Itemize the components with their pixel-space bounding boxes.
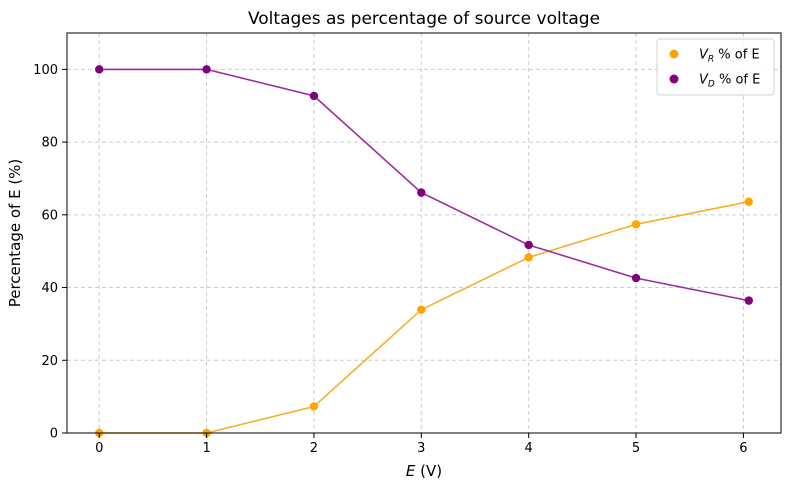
x-tick-label: 0	[95, 441, 103, 456]
x-tick-label: 3	[417, 441, 425, 456]
y-tick-label: 40	[41, 281, 58, 296]
x-tick-label: 4	[525, 441, 533, 456]
legend-marker	[669, 74, 679, 84]
series-D	[95, 65, 753, 305]
legend: VR % of EVD % of E	[656, 38, 775, 96]
legend-symbol: V	[699, 73, 709, 88]
data-point	[744, 296, 753, 305]
data-point	[417, 188, 426, 197]
data-point	[524, 240, 533, 250]
y-tick-label: 0	[50, 427, 58, 442]
x-axis-label-symbol: E	[406, 462, 416, 480]
legend-box	[656, 38, 775, 96]
x-tick-label: 6	[739, 441, 747, 456]
y-tick-label: 20	[41, 354, 58, 369]
data-point	[309, 402, 319, 411]
chart-title: Voltages as percentage of source voltage	[248, 9, 600, 29]
series-R	[95, 197, 753, 438]
data-point	[631, 220, 641, 229]
series-line	[99, 68, 749, 302]
data-point	[631, 273, 641, 283]
plot-frame	[66, 32, 782, 434]
y-axis-label: Percentage of E (%)	[6, 159, 24, 308]
data-point	[95, 65, 104, 74]
x-tick-label: 1	[202, 441, 210, 456]
legend-subscript: D	[708, 80, 715, 90]
legend-suffix: % of E	[715, 73, 761, 88]
data-point	[309, 91, 319, 101]
data-point	[417, 305, 426, 314]
legend-suffix: % of E	[714, 48, 760, 63]
series-line	[99, 200, 749, 434]
legend-marker	[669, 49, 679, 59]
data-point	[524, 253, 533, 262]
legend-entry: VR % of E	[699, 48, 760, 65]
series-layer	[95, 65, 753, 438]
legend-subscript: R	[708, 55, 714, 65]
x-tick-label: 2	[310, 441, 318, 456]
y-tick-label: 60	[41, 208, 58, 223]
x-axis-label-unit: (V)	[415, 462, 442, 480]
x-axis-label: E (V)	[406, 462, 442, 480]
data-point	[202, 65, 211, 74]
legend-entry: VD % of E	[699, 73, 760, 90]
x-tick-label: 5	[632, 441, 640, 456]
data-point	[744, 197, 753, 206]
y-tick-label: 80	[41, 136, 58, 151]
legend-symbol: V	[699, 48, 709, 63]
y-tick-label: 100	[33, 63, 58, 78]
